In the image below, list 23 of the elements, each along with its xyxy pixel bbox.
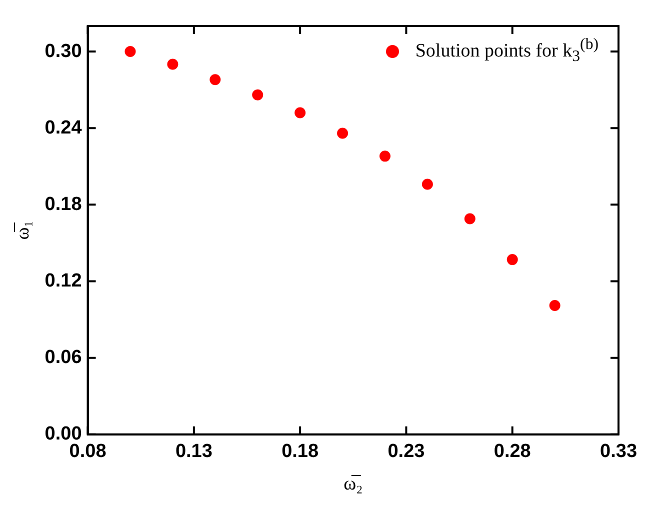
point xyxy=(124,46,136,58)
y-tick-label: 0.24 xyxy=(44,117,82,138)
point xyxy=(464,213,476,224)
point xyxy=(506,254,518,266)
point xyxy=(252,89,264,100)
point xyxy=(337,128,348,139)
y-tick-label: 0.30 xyxy=(44,40,82,62)
point xyxy=(549,300,560,311)
x-tick-label: 0.13 xyxy=(175,441,212,462)
point xyxy=(167,58,178,70)
point xyxy=(422,178,433,190)
point xyxy=(379,150,390,162)
x-tick-label: 0.23 xyxy=(388,441,425,462)
x-tick-label: 0.28 xyxy=(494,441,531,462)
y-tick-label: 0.06 xyxy=(44,347,82,368)
x-tick-label: 0.33 xyxy=(600,441,637,462)
y-tick-label: 0.12 xyxy=(44,270,82,292)
x-tick-label: 0.18 xyxy=(282,441,319,462)
point xyxy=(210,74,221,86)
x-axis-title: ω̅₂ xyxy=(344,474,363,495)
y-tick-label: 0.18 xyxy=(44,194,82,215)
y-axis-title: ω̅₁ xyxy=(12,220,34,240)
point xyxy=(294,107,306,118)
